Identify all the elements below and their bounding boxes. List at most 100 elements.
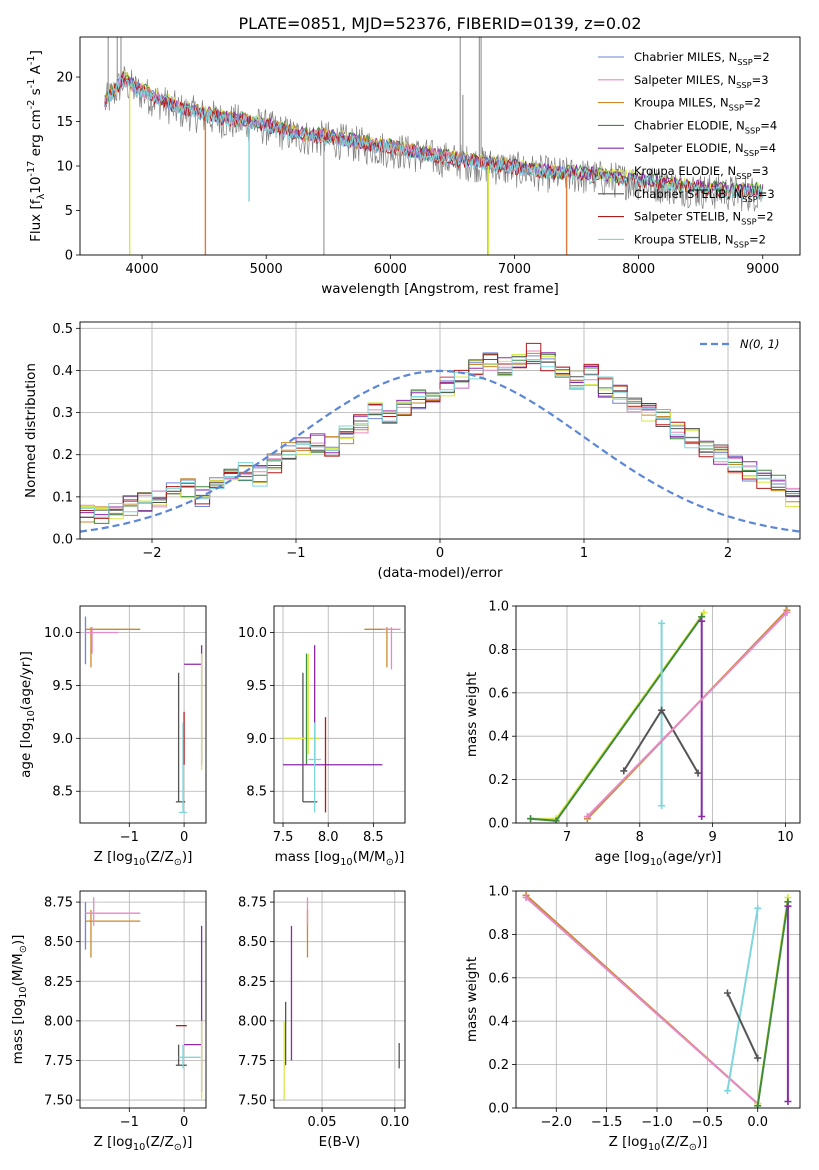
plot-area <box>522 891 792 1108</box>
panel-age_vs_mass: 7.5 8.0 8.5 8.5 9.0 9.5 10.0 mass [log10(M/M⊙)] <box>238 605 406 868</box>
x-tick-label: 7.5 <box>273 830 294 845</box>
panel-mass_vs_Z: −1 0 7.50 7.75 8.00 8.25 8.50 8.75 Z [log10(Z/Z⊙… <box>10 890 207 1153</box>
panel-mass_weight_vs_Z: −2.0 −1.5 −1.0 −0.5 0.0 0.0 0.2 0.4 0.6 0.8 1.0 Z [… <box>464 885 801 1153</box>
x-tick-label: −1.5 <box>591 1115 623 1130</box>
y-tick-label: 7.50 <box>44 1094 73 1109</box>
mass-weight-line <box>525 896 759 1105</box>
mass-weight-point <box>658 619 666 627</box>
y-axis-label: mass weight <box>464 672 480 757</box>
legend-label: Salpeter STELIB, NSSP=2 <box>634 210 774 227</box>
panel-mass_weight_vs_age: 7 8 9 10 0.0 0.2 0.4 0.6 0.8 1.0 age [log10(age/yr… <box>464 600 801 868</box>
plot-area <box>283 627 401 813</box>
y-tick-label: 0.4 <box>488 730 509 745</box>
mass-weight-point <box>784 1097 792 1105</box>
y-tick-label: 0.3 <box>52 406 73 421</box>
mass-weight-point <box>552 817 560 823</box>
x-tick-label: −1.0 <box>641 1115 673 1130</box>
y-tick-label: 8.5 <box>52 785 73 800</box>
mass-weight-point <box>620 767 628 775</box>
y-tick-label: 5 <box>65 204 73 219</box>
legend-label: N(0, 1) <box>740 337 780 351</box>
histogram-series <box>80 356 800 539</box>
x-tick-label: 7 <box>563 830 571 845</box>
x-tick-label: 8000 <box>622 262 655 277</box>
axes-frame <box>273 605 406 824</box>
y-tick-label: 0 <box>65 249 73 264</box>
x-tick-label: 8.0 <box>318 830 339 845</box>
y-tick-label: 7.50 <box>238 1094 267 1109</box>
mass-weight-point <box>583 812 591 820</box>
plot-area <box>104 37 764 255</box>
axes-frame <box>79 321 801 540</box>
x-tick-label: 7000 <box>498 262 531 277</box>
x-tick-label: 9 <box>708 830 716 845</box>
plot-area <box>283 897 400 1101</box>
axes-frame <box>79 890 207 1109</box>
legend: N(0, 1) <box>700 337 780 351</box>
x-tick-label: 4000 <box>126 262 159 277</box>
mass-weight-line <box>726 992 759 1059</box>
x-tick-label: 8 <box>636 830 644 845</box>
legend-label: Chabrier MILES, NSSP=2 <box>634 50 770 67</box>
y-tick-label: 7.75 <box>44 1054 73 1069</box>
y-tick-label: 0.0 <box>488 817 509 832</box>
mass-weight-point <box>522 894 530 902</box>
y-tick-label: 0.8 <box>488 643 509 658</box>
y-tick-label: 10.0 <box>44 626 73 641</box>
x-tick-label: 0 <box>180 830 188 845</box>
legend-label: Chabrier STELIB, NSSP=3 <box>634 187 775 204</box>
x-tick-label: 1 <box>580 546 588 561</box>
x-axis-label: Z [log10(Z/Z⊙)] <box>609 1134 708 1153</box>
mass-weight-point <box>783 609 791 617</box>
y-tick-label: 8.25 <box>238 975 267 990</box>
x-tick-label: 6000 <box>374 262 407 277</box>
mass-weight-point <box>754 1054 762 1062</box>
plot-area <box>84 616 203 814</box>
y-axis-label: age [log10(age/yr)] <box>18 651 37 778</box>
y-tick-label: 7.75 <box>238 1054 267 1069</box>
y-tick-label: 8.50 <box>44 935 73 950</box>
normal-curve <box>80 369 800 533</box>
y-tick-label: 1.0 <box>488 600 509 615</box>
mass-weight-point <box>723 989 731 997</box>
x-axis-label: wavelength [Angstrom, rest frame] <box>321 281 559 297</box>
panel-spectrum: 4000 5000 6000 7000 8000 9000 0 5 10 15 20 waveleng… <box>26 36 801 297</box>
y-tick-label: 0.4 <box>52 364 73 379</box>
y-tick-label: 8.75 <box>44 896 73 911</box>
legend: Chabrier MILES, NSSP=2 Salpeter MILES, NS… <box>598 50 777 249</box>
mass-weight-point <box>754 1102 762 1108</box>
y-axis-label: mass [log10(M/M⊙)] <box>10 935 29 1065</box>
y-tick-label: 1.0 <box>488 885 509 900</box>
x-axis-label: mass [log10(M/M⊙)] <box>275 849 405 868</box>
x-tick-label: −1 <box>120 830 139 845</box>
y-tick-label: 0.6 <box>488 971 509 986</box>
axes-frame <box>79 36 801 256</box>
legend-label: Kroupa STELIB, NSSP=2 <box>634 232 766 249</box>
mass-weight-point <box>723 1087 731 1095</box>
x-tick-label: 8.5 <box>363 830 384 845</box>
panel-residuals: −2 −1 0 1 2 0.0 0.1 0.2 0.3 0.4 0.5 (data-model)/er… <box>23 321 801 581</box>
plot-area <box>527 606 791 823</box>
x-tick-label: 0.0 <box>747 1115 768 1130</box>
mass-weight-point <box>658 802 666 810</box>
x-tick-label: −2.0 <box>540 1115 572 1130</box>
x-tick-label: 0 <box>436 546 444 561</box>
x-axis-label: Z [log10(Z/Z⊙)] <box>94 1134 193 1153</box>
x-tick-label: 5000 <box>250 262 283 277</box>
y-tick-label: 9.0 <box>246 732 267 747</box>
y-tick-label: 0.8 <box>488 928 509 943</box>
y-tick-label: 8.00 <box>238 1014 267 1029</box>
x-tick-label: 0.10 <box>380 1115 409 1130</box>
figure-title: PLATE=0851, MJD=52376, FIBERID=0139, z=0… <box>238 14 641 33</box>
mass-weight-line <box>756 901 789 1106</box>
x-axis-label: age [log10(age/yr)] <box>595 849 722 868</box>
panel-mass_vs_EBV: 0.05 0.10 7.50 7.75 8.00 8.25 8.50 8.75 E(B-V) <box>238 890 409 1150</box>
y-tick-label: 9.5 <box>246 679 267 694</box>
model-spectrum <box>104 77 764 201</box>
mass-weight-line <box>726 908 759 1091</box>
mass-weight-point <box>658 706 666 714</box>
mass-weight-point <box>694 769 702 777</box>
axes-frame <box>515 890 801 1109</box>
y-tick-label: 8.00 <box>44 1014 73 1029</box>
